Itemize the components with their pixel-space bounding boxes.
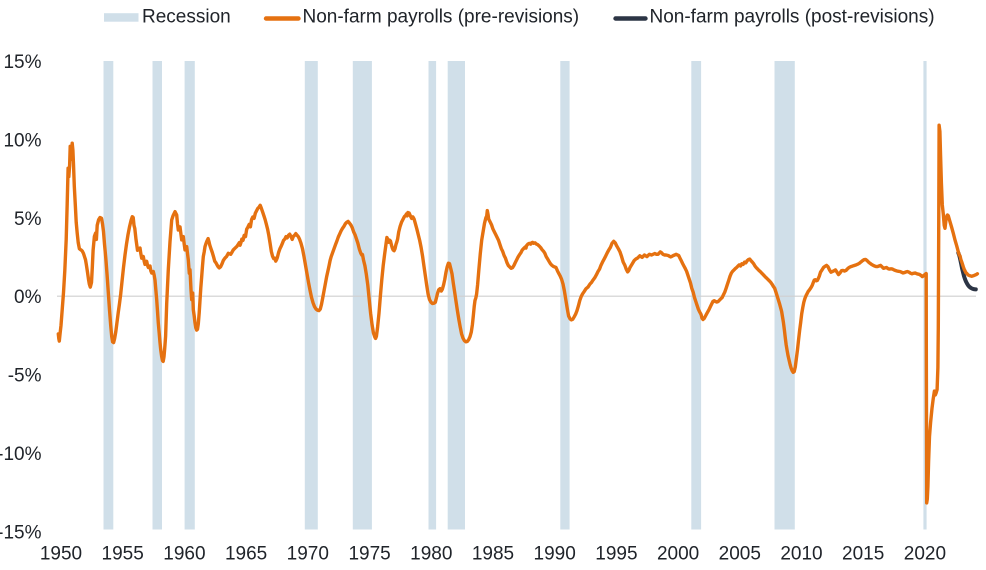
svg-text:Recession: Recession [142, 7, 231, 28]
svg-text:1970: 1970 [287, 544, 329, 565]
svg-text:2020: 2020 [904, 544, 946, 565]
svg-text:1975: 1975 [348, 544, 390, 565]
svg-text:1985: 1985 [472, 544, 514, 565]
svg-text:1950: 1950 [40, 544, 82, 565]
svg-text:1965: 1965 [225, 544, 267, 565]
svg-text:1960: 1960 [163, 544, 205, 565]
svg-text:1980: 1980 [410, 544, 452, 565]
svg-text:2005: 2005 [719, 544, 761, 565]
svg-text:5%: 5% [14, 209, 42, 230]
svg-text:1955: 1955 [102, 544, 144, 565]
svg-text:-15%: -15% [0, 522, 42, 543]
svg-text:15%: 15% [3, 52, 41, 73]
svg-text:10%: 10% [3, 130, 41, 151]
svg-text:2010: 2010 [780, 544, 822, 565]
svg-text:1990: 1990 [534, 544, 576, 565]
svg-text:2000: 2000 [657, 544, 699, 565]
svg-text:-10%: -10% [0, 444, 42, 465]
svg-text:1995: 1995 [595, 544, 637, 565]
svg-text:-5%: -5% [8, 366, 42, 387]
svg-text:Non-farm payrolls (pre-revisio: Non-farm payrolls (pre-revisions) [303, 7, 580, 28]
svg-text:0%: 0% [14, 287, 42, 308]
svg-text:Non-farm payrolls (post-revisi: Non-farm payrolls (post-revisions) [650, 7, 935, 28]
svg-text:2015: 2015 [842, 544, 884, 565]
